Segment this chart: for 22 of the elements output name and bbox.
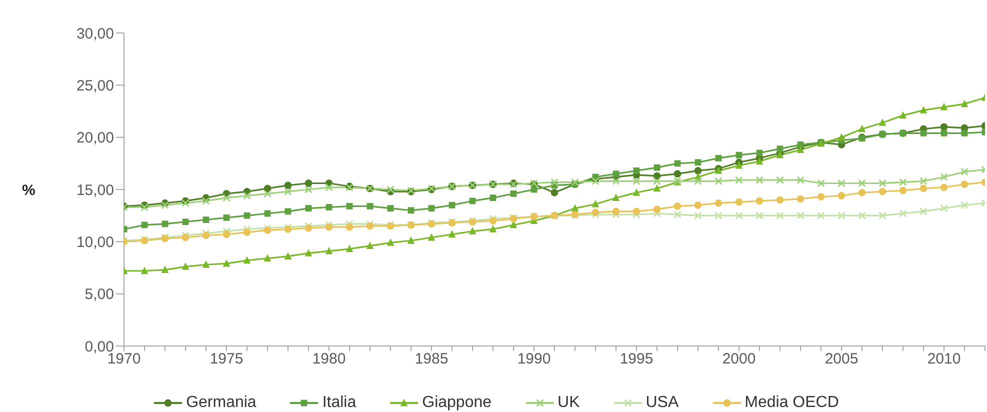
y-tick-label: 10,00 <box>76 234 114 251</box>
x-tick-label: 2005 <box>824 350 858 368</box>
legend-label: USA <box>644 394 679 412</box>
legend-label: Giappone <box>421 394 492 412</box>
legend-label: Italia <box>321 394 356 412</box>
x-tick-label: 1985 <box>414 350 448 368</box>
legend-label: Media OECD <box>744 394 839 412</box>
x-tick-label: 2010 <box>927 350 961 368</box>
x-tick-label: 1975 <box>210 350 244 368</box>
x-tick-label: 1980 <box>312 350 346 368</box>
y-tick-label: 25,00 <box>76 77 114 94</box>
y-tick-label: 5,00 <box>84 286 114 304</box>
x-tick-label: 1995 <box>620 350 654 368</box>
y-tick-label: 30,00 <box>76 25 114 42</box>
y-tick-label: 15,00 <box>76 182 114 199</box>
y-tick-label: 20,00 <box>76 130 114 147</box>
legend-label: UK <box>556 394 580 412</box>
x-tick-label: 2000 <box>722 350 756 368</box>
x-tick-label: 1990 <box>517 350 551 368</box>
y-axis-title: % <box>22 182 36 199</box>
x-tick-label: 1970 <box>107 350 141 368</box>
legend-label: Germania <box>185 394 256 412</box>
